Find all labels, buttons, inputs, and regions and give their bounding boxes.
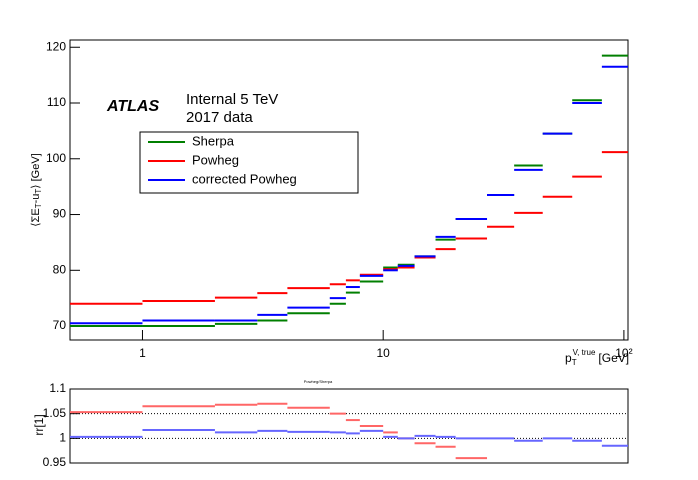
y-tick-label: 110 xyxy=(47,95,66,109)
x-tick-label: 10 xyxy=(377,346,391,360)
x-tick-label: 1 xyxy=(139,346,146,360)
annotation: Internal 5 TeV xyxy=(186,91,278,108)
annotation: 2017 data xyxy=(186,109,253,126)
y-tick-label: 1 xyxy=(59,431,66,445)
x-tick-label: 10² xyxy=(615,346,632,360)
ratio-title: Powheg/Sherpa xyxy=(304,379,333,384)
plot-frame xyxy=(69,388,629,464)
y-tick-label: 80 xyxy=(53,262,67,276)
y-tick-label: 0.95 xyxy=(43,455,67,469)
atlas-label: ATLAS xyxy=(106,98,159,115)
y-tick-label: 1.1 xyxy=(49,381,66,395)
y-tick-label: 120 xyxy=(46,39,66,53)
y-tick-label: 1.05 xyxy=(43,406,67,420)
plot-frame xyxy=(69,39,629,341)
y-axis-label: ⟨ΣET-uT⟩ [GeV] xyxy=(30,153,43,226)
x-axis-label: pTV, true [GeV] xyxy=(565,348,629,367)
y-tick-label: 70 xyxy=(53,318,67,332)
legend-label: corrected Powheg xyxy=(192,171,297,186)
y-tick-label: 100 xyxy=(46,151,66,165)
legend-label: Sherpa xyxy=(192,133,235,148)
y-axis-label: rr[1] xyxy=(32,414,46,435)
y-tick-label: 90 xyxy=(53,207,67,221)
legend-label: Powheg xyxy=(192,152,239,167)
